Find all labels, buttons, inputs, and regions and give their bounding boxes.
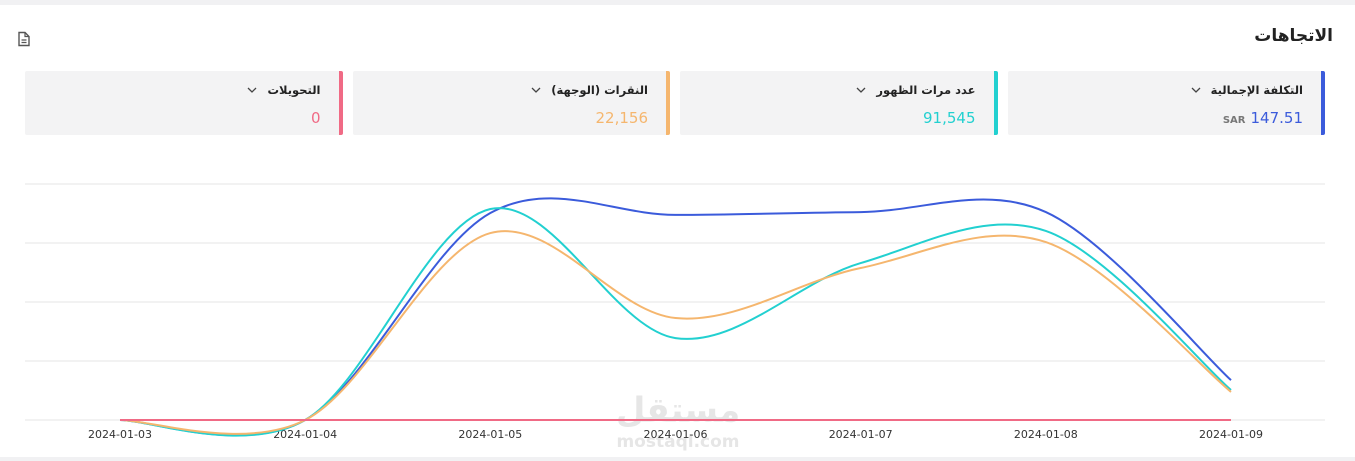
metric-cards: التكلفة الإجمالية 147.51 SAR عدد مرات الظهو… [25, 71, 1325, 135]
dropdown-chevron[interactable] [856, 87, 866, 93]
card-title: النقرات (الوجهة) [551, 83, 648, 97]
x-tick-label: 2024-01-09 [1199, 428, 1263, 441]
top-strip [0, 0, 1355, 5]
watermark-url: mostaql.com [616, 432, 739, 452]
card-title: التحويلات [267, 83, 321, 97]
metric-card[interactable]: التحويلات 0 [25, 71, 343, 135]
card-value-row: 22,156 [596, 109, 649, 127]
x-tick-label: 2024-01-08 [1014, 428, 1078, 441]
card-value-row: 91,545 [923, 109, 976, 127]
card-title-row: التحويلات [247, 83, 321, 97]
metric-card[interactable]: التكلفة الإجمالية 147.51 SAR [1007, 71, 1325, 135]
x-tick-label: 2024-01-07 [829, 428, 893, 441]
card-title-row: النقرات (الوجهة) [531, 83, 648, 97]
page-title: الاتجاهات [1254, 26, 1333, 46]
export-icon[interactable] [17, 31, 31, 47]
card-title: التكلفة الإجمالية [1210, 83, 1303, 97]
x-tick-label: 2024-01-05 [458, 428, 522, 441]
watermark-text: مستقل [616, 391, 740, 431]
bottom-strip [0, 457, 1355, 461]
card-value: 22,156 [595, 109, 649, 127]
x-tick-label: 2024-01-03 [88, 428, 152, 441]
card-value: 91,545 [923, 109, 976, 127]
dropdown-chevron[interactable] [247, 87, 257, 93]
card-title: عدد مرات الظهور [876, 83, 976, 97]
card-value-row: 0 [311, 109, 321, 127]
card-value-row: 147.51 SAR [1223, 109, 1303, 127]
dropdown-chevron[interactable] [1191, 87, 1201, 93]
card-title-row: عدد مرات الظهور [856, 83, 976, 97]
dropdown-chevron[interactable] [531, 87, 541, 93]
metric-card[interactable]: النقرات (الوجهة) 22,156 [352, 71, 670, 135]
card-title-row: التكلفة الإجمالية [1191, 83, 1303, 97]
card-unit: SAR [1222, 115, 1246, 126]
x-tick-label: 2024-01-06 [644, 428, 708, 441]
card-value: 147.51 [1250, 109, 1304, 127]
x-tick-label: 2024-01-04 [273, 428, 337, 441]
card-value: 0 [310, 109, 321, 127]
metric-card[interactable]: عدد مرات الظهور 91,545 [680, 71, 998, 135]
